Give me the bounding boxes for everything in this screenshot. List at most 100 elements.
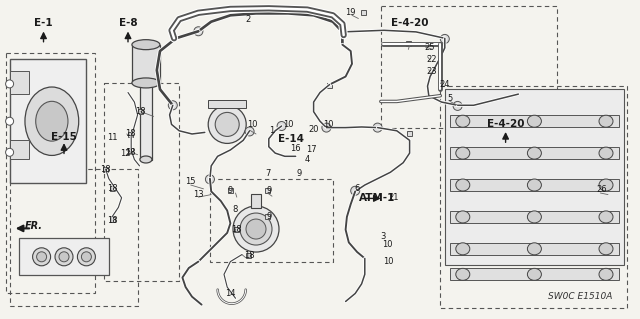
Ellipse shape xyxy=(456,147,470,159)
Bar xyxy=(228,188,233,193)
Text: 18: 18 xyxy=(107,216,117,225)
Bar xyxy=(109,217,115,222)
Text: 4: 4 xyxy=(305,155,310,164)
Text: 21: 21 xyxy=(388,193,399,202)
Circle shape xyxy=(6,80,13,88)
Ellipse shape xyxy=(132,40,160,50)
Bar xyxy=(327,83,332,88)
Bar xyxy=(445,89,624,265)
Text: ATM-1: ATM-1 xyxy=(360,193,396,203)
Text: 18: 18 xyxy=(107,184,117,193)
Ellipse shape xyxy=(140,156,152,163)
Bar xyxy=(104,83,179,281)
Ellipse shape xyxy=(140,67,152,74)
Bar xyxy=(10,169,138,306)
Circle shape xyxy=(440,34,449,43)
Text: 12: 12 xyxy=(120,149,131,158)
Text: 5: 5 xyxy=(447,94,452,103)
Bar xyxy=(440,86,627,308)
Text: 25: 25 xyxy=(424,43,435,52)
Text: 9: 9 xyxy=(266,186,271,195)
Text: E-14: E-14 xyxy=(278,134,304,144)
Text: 1: 1 xyxy=(269,126,275,135)
Bar xyxy=(361,10,366,15)
Ellipse shape xyxy=(25,87,79,155)
Ellipse shape xyxy=(36,101,68,141)
Ellipse shape xyxy=(527,268,541,280)
Circle shape xyxy=(194,27,203,36)
Text: E-15: E-15 xyxy=(51,132,77,142)
Text: 16: 16 xyxy=(291,144,301,153)
Ellipse shape xyxy=(132,78,160,88)
Circle shape xyxy=(168,101,177,110)
Bar xyxy=(450,115,619,127)
Bar xyxy=(138,108,143,114)
Ellipse shape xyxy=(36,252,47,262)
Text: 18: 18 xyxy=(100,165,111,174)
Text: 9: 9 xyxy=(228,186,233,195)
Text: 23: 23 xyxy=(427,67,437,76)
Text: 2: 2 xyxy=(246,15,251,24)
Text: 17: 17 xyxy=(307,145,317,154)
Text: 22: 22 xyxy=(427,55,437,63)
Text: 18: 18 xyxy=(125,148,136,157)
Bar xyxy=(246,253,251,258)
Circle shape xyxy=(245,127,254,136)
Text: 18: 18 xyxy=(232,225,242,234)
Bar xyxy=(128,148,133,153)
Text: SW0C E1510A: SW0C E1510A xyxy=(548,292,612,301)
Bar xyxy=(208,100,246,108)
Text: 14: 14 xyxy=(225,289,236,298)
Bar xyxy=(103,167,108,172)
Text: 18: 18 xyxy=(244,251,255,260)
Ellipse shape xyxy=(599,115,613,127)
Text: 9: 9 xyxy=(296,169,301,178)
Ellipse shape xyxy=(81,252,92,262)
Text: 18: 18 xyxy=(136,107,146,115)
Bar xyxy=(265,214,270,219)
Ellipse shape xyxy=(215,112,239,137)
Bar xyxy=(128,132,133,137)
Text: 11: 11 xyxy=(108,133,118,142)
Ellipse shape xyxy=(456,179,470,191)
Text: 19: 19 xyxy=(345,8,355,17)
Bar xyxy=(10,140,29,159)
Text: 15: 15 xyxy=(186,177,196,186)
Bar xyxy=(234,226,239,232)
Text: 10: 10 xyxy=(383,241,393,249)
Circle shape xyxy=(246,219,266,239)
Ellipse shape xyxy=(240,213,272,245)
Circle shape xyxy=(6,117,13,125)
Bar xyxy=(450,268,619,280)
Text: 13: 13 xyxy=(193,190,204,199)
Bar xyxy=(109,186,115,191)
Ellipse shape xyxy=(456,211,470,223)
Bar xyxy=(132,45,160,83)
Ellipse shape xyxy=(527,147,541,159)
Bar xyxy=(450,147,619,159)
Bar xyxy=(450,179,619,191)
Text: E-4-20: E-4-20 xyxy=(487,119,524,130)
Ellipse shape xyxy=(33,248,51,266)
Text: E-1: E-1 xyxy=(34,18,53,28)
Bar xyxy=(381,6,557,128)
Text: 3: 3 xyxy=(380,232,385,241)
Ellipse shape xyxy=(59,252,69,262)
Ellipse shape xyxy=(599,179,613,191)
Ellipse shape xyxy=(77,248,95,266)
Bar xyxy=(6,53,95,293)
Bar xyxy=(407,131,412,136)
Ellipse shape xyxy=(527,179,541,191)
Bar xyxy=(140,70,152,160)
Ellipse shape xyxy=(55,248,73,266)
Circle shape xyxy=(277,122,286,130)
Ellipse shape xyxy=(208,105,246,144)
Ellipse shape xyxy=(599,268,613,280)
Text: 10: 10 xyxy=(323,120,333,129)
Text: 18: 18 xyxy=(125,130,136,138)
Ellipse shape xyxy=(599,211,613,223)
Text: 20: 20 xyxy=(308,125,319,134)
Text: 10: 10 xyxy=(283,120,293,129)
Circle shape xyxy=(453,101,462,110)
Text: E-4-20: E-4-20 xyxy=(391,18,428,28)
